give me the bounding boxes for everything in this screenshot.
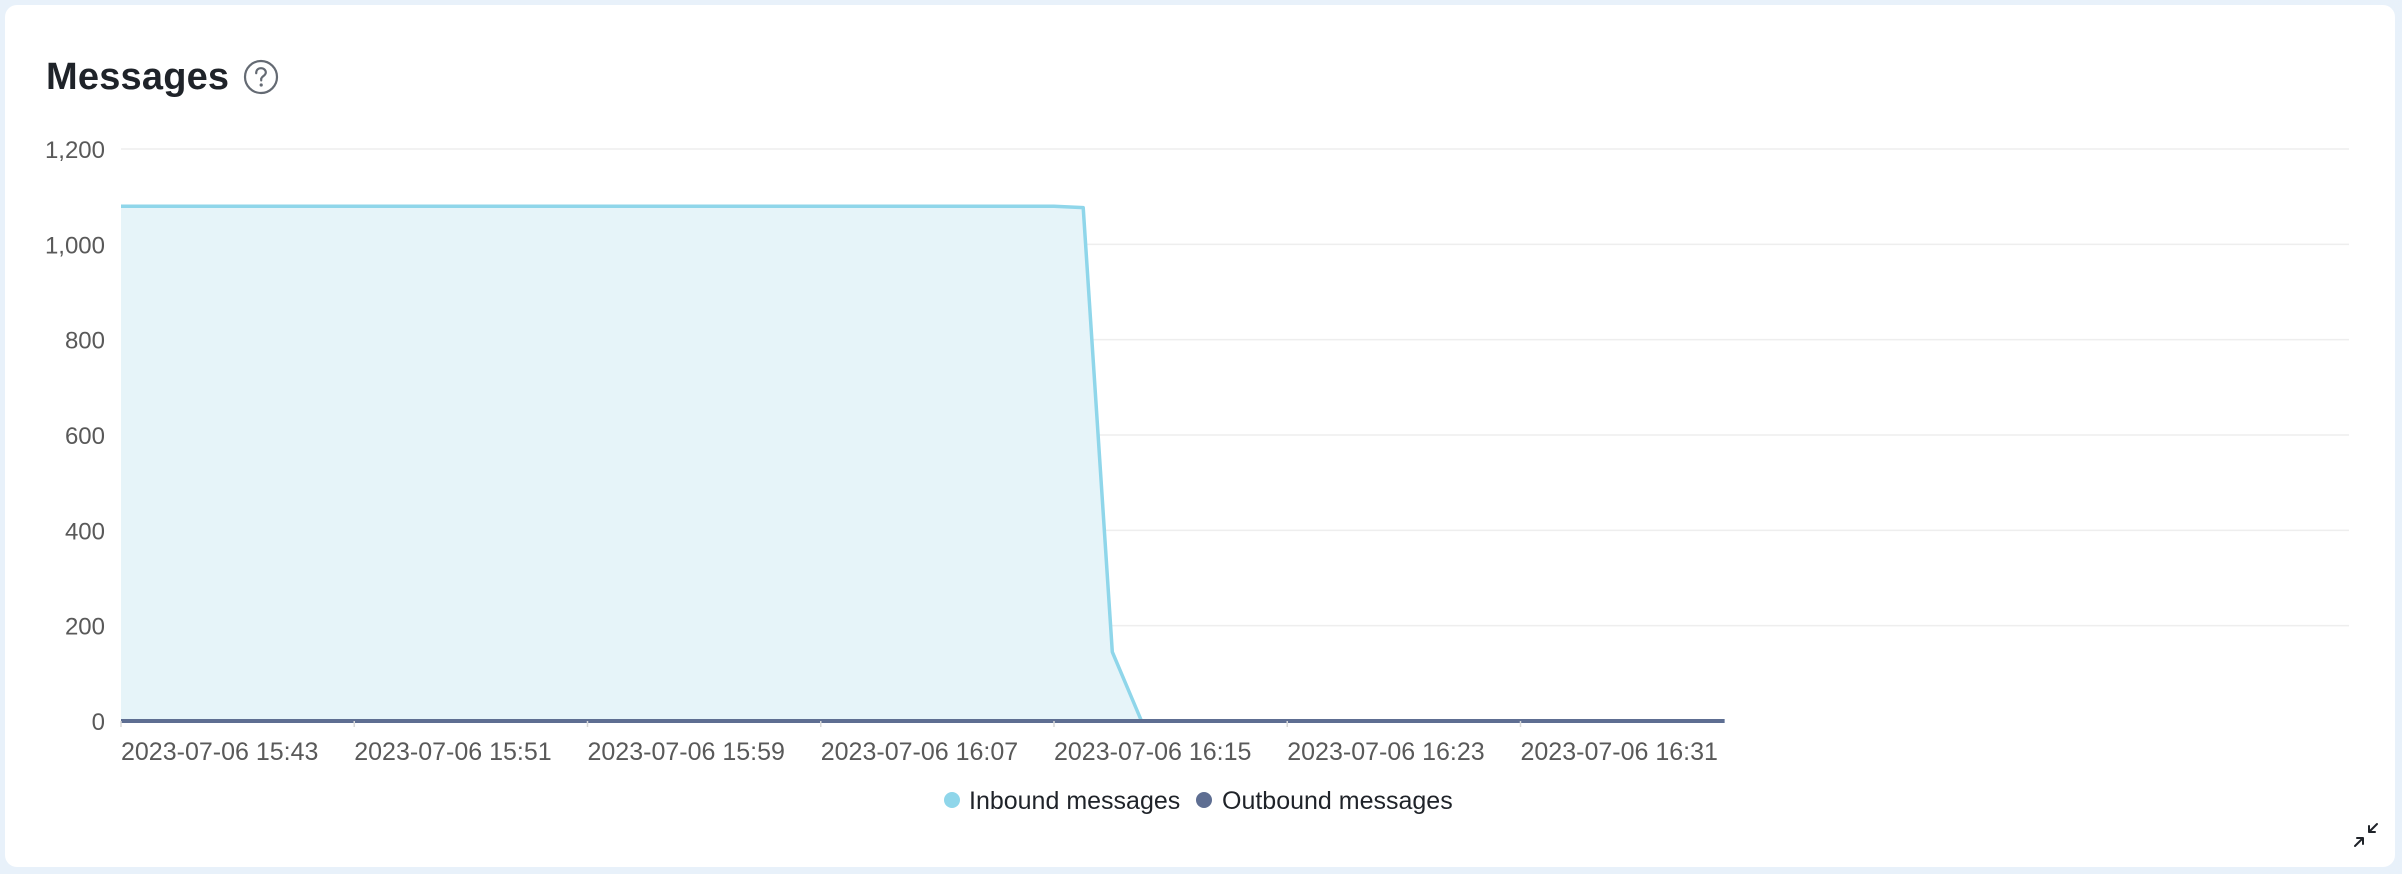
x-tick-label: 2023-07-06 16:15 — [1054, 738, 1251, 766]
x-tick-label: 2023-07-06 16:07 — [821, 738, 1018, 766]
legend-marker — [944, 792, 960, 808]
y-tick-label: 800 — [65, 328, 105, 355]
series-areas — [121, 206, 1725, 721]
card-header: Messages — [46, 51, 279, 103]
legend-item-inbound[interactable]: Inbound messages — [944, 787, 1180, 815]
x-tick-label: 2023-07-06 15:59 — [588, 738, 785, 766]
question-circle-icon[interactable] — [243, 59, 279, 95]
legend: Inbound messages Outbound messages — [944, 787, 1453, 815]
x-tick-label: 2023-07-06 15:43 — [121, 738, 318, 766]
card-title: Messages — [46, 55, 230, 98]
legend-item-outbound[interactable]: Outbound messages — [1196, 787, 1453, 815]
x-axis-ticks: 2023-07-06 15:43 2023-07-06 15:51 2023-07-… — [120, 721, 1718, 766]
y-tick-label: 1,000 — [45, 232, 105, 259]
y-tick-label: 0 — [92, 709, 105, 736]
series-area-inbound — [121, 206, 1725, 721]
y-tick-label: 1,200 — [45, 137, 105, 164]
y-axis-ticks: 0 200 400 600 800 1,000 1,200 — [45, 137, 105, 736]
y-tick-label: 200 — [65, 614, 105, 641]
collapse-arrows-icon[interactable] — [2351, 820, 2381, 850]
y-tick-label: 400 — [65, 518, 105, 545]
series-lines — [121, 204, 1725, 723]
legend-label: Inbound messages — [969, 787, 1180, 815]
legend-marker — [1196, 792, 1212, 808]
legend-label: Outbound messages — [1222, 787, 1453, 815]
y-tick-label: 600 — [65, 423, 105, 450]
x-tick-label: 2023-07-06 15:51 — [354, 738, 551, 766]
x-tick-label: 2023-07-06 16:31 — [1521, 738, 1718, 766]
x-tick-label: 2023-07-06 16:23 — [1287, 738, 1484, 766]
